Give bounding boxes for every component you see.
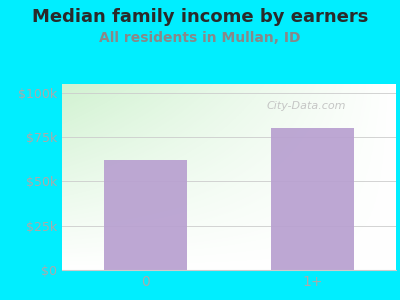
Text: City-Data.com: City-Data.com [266,101,346,111]
Text: Median family income by earners: Median family income by earners [32,8,368,26]
Bar [104,160,187,270]
Bar [271,128,354,270]
Text: All residents in Mullan, ID: All residents in Mullan, ID [99,32,301,46]
